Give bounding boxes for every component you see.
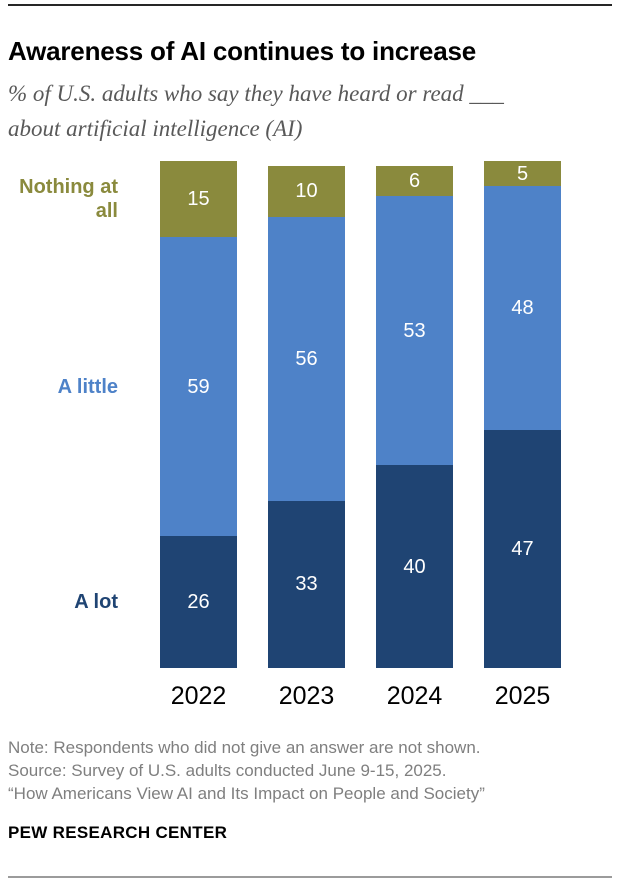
bar-segment-2025-a-little: 48 <box>484 186 561 430</box>
bar-segment-2024-nothing-at-all: 6 <box>376 166 453 197</box>
x-axis-label-2022: 2022 <box>170 682 227 710</box>
bar-segment-2022-nothing-at-all: 15 <box>160 161 237 238</box>
footer-notes: Note: Respondents who did not give an an… <box>8 736 612 805</box>
pew-research-center-wordmark: PEW RESEARCH CENTER <box>8 823 228 842</box>
bar-segment-2023-a-lot: 33 <box>268 500 345 668</box>
chart-subtitle-line2: about artificial intelligence (AI) <box>8 116 303 141</box>
bar-segment-2024-a-lot: 40 <box>376 465 453 668</box>
segment-value-label: 15 <box>187 188 210 211</box>
chart-subtitle-line1: % of U.S. adults who say they have heard… <box>8 81 504 106</box>
x-axis-label-2024: 2024 <box>386 682 443 710</box>
segment-value-label: 26 <box>187 591 210 614</box>
segment-value-label: 6 <box>408 170 421 193</box>
bar-segment-2025-nothing-at-all: 5 <box>484 161 561 187</box>
bar-segment-2024-a-little: 53 <box>376 196 453 466</box>
segment-value-label: 59 <box>187 375 210 398</box>
bottom-divider <box>8 876 612 878</box>
chart-subtitle: % of U.S. adults who say they have heard… <box>8 76 616 146</box>
bar-segment-2025-a-lot: 47 <box>484 429 561 668</box>
x-axis-label-2025: 2025 <box>494 682 551 710</box>
bar-segment-2023-nothing-at-all: 10 <box>268 166 345 217</box>
x-axis-label-2023: 2023 <box>278 682 335 710</box>
segment-value-label: 48 <box>511 297 534 320</box>
series-label-nothing-at-all: Nothing at all <box>19 176 118 223</box>
segment-value-label: 53 <box>403 319 426 342</box>
bar-segment-2022-a-lot: 26 <box>160 536 237 668</box>
chart-title: Awareness of AI continues to increase <box>8 36 476 66</box>
segment-value-label: 40 <box>403 555 426 578</box>
segment-value-label: 56 <box>295 347 318 370</box>
series-label-a-little: A little <box>57 375 118 398</box>
report-title-line: “How Americans View AI and Its Impact on… <box>8 784 485 803</box>
note-line: Note: Respondents who did not give an an… <box>8 738 481 757</box>
bar-segment-2023-a-little: 56 <box>268 216 345 501</box>
top-divider <box>8 4 612 6</box>
segment-value-label: 5 <box>516 162 529 185</box>
bar-segment-2022-a-little: 59 <box>160 237 237 537</box>
series-label-a-lot: A lot <box>74 591 118 614</box>
source-line: Source: Survey of U.S. adults conducted … <box>8 761 447 780</box>
segment-value-label: 33 <box>295 573 318 596</box>
segment-value-label: 47 <box>511 537 534 560</box>
segment-value-label: 10 <box>295 180 318 203</box>
